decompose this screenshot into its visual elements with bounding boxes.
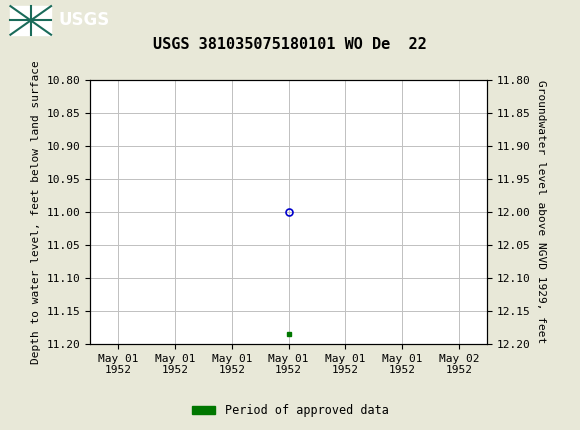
Legend: Period of approved data: Period of approved data [187,399,393,422]
Text: USGS: USGS [58,12,109,29]
Y-axis label: Groundwater level above NGVD 1929, feet: Groundwater level above NGVD 1929, feet [536,80,546,344]
Y-axis label: Depth to water level, feet below land surface: Depth to water level, feet below land su… [31,60,41,364]
Bar [10,6,51,35]
Text: USGS 381035075180101 WO De  22: USGS 381035075180101 WO De 22 [153,37,427,52]
